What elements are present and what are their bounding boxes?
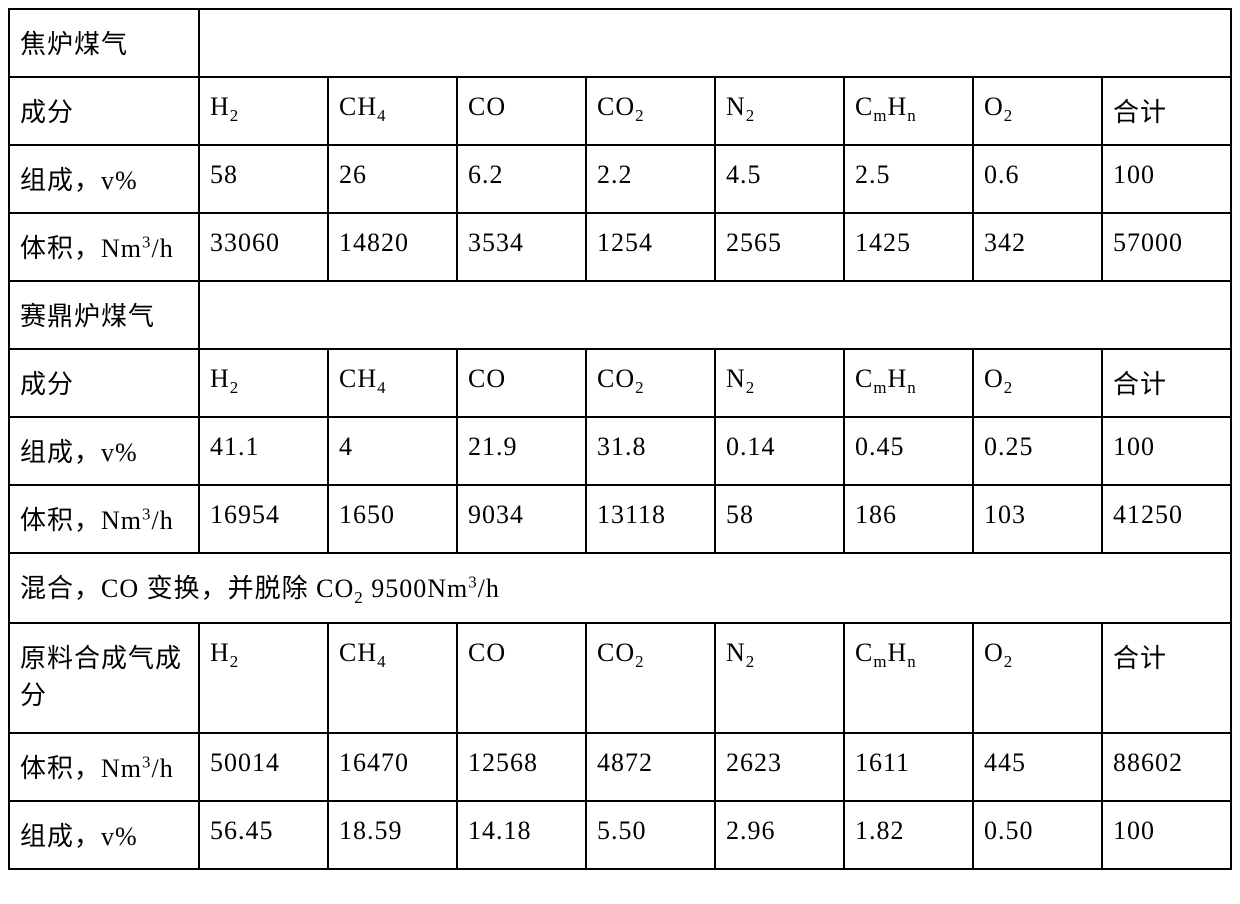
gas-composition-table: 焦炉煤气 成分 H2 CH4 CO CO2 N2 CmHn O2 合计 组成，v…	[8, 8, 1232, 870]
s1-comp-6: O2	[973, 77, 1102, 145]
s2-comp-3: CO2	[586, 349, 715, 417]
s2-comp-0: H2	[199, 349, 328, 417]
s3-r1-3: 4872	[586, 733, 715, 801]
s3-r2-1: 18.59	[328, 801, 457, 869]
s3-comp-6: O2	[973, 623, 1102, 733]
s1-r2-0: 33060	[199, 213, 328, 281]
s2-r1-0: 41.1	[199, 417, 328, 485]
s1-r1-5: 2.5	[844, 145, 973, 213]
s3-r2-4: 2.96	[715, 801, 844, 869]
s1-r2-1: 14820	[328, 213, 457, 281]
s2-header-label: 成分	[9, 349, 199, 417]
s2-r1-4: 0.14	[715, 417, 844, 485]
s1-r2-7: 57000	[1102, 213, 1231, 281]
section-1-title: 焦炉煤气	[9, 9, 199, 77]
s3-r2-5: 1.82	[844, 801, 973, 869]
s3-r2-2: 14.18	[457, 801, 586, 869]
s2-r2-5: 186	[844, 485, 973, 553]
s3-r1-0: 50014	[199, 733, 328, 801]
s3-comp-3: CO2	[586, 623, 715, 733]
s3-comp-0: H2	[199, 623, 328, 733]
s2-r2-0: 16954	[199, 485, 328, 553]
s1-row2-label: 体积，Nm3/h	[9, 213, 199, 281]
s1-comp-2: CO	[457, 77, 586, 145]
section-1-row2: 体积，Nm3/h 33060 14820 3534 1254 2565 1425…	[9, 213, 1231, 281]
s1-r1-0: 58	[199, 145, 328, 213]
s1-header-label: 成分	[9, 77, 199, 145]
s2-comp-7: 合计	[1102, 349, 1231, 417]
s3-comp-2: CO	[457, 623, 586, 733]
s3-r1-6: 445	[973, 733, 1102, 801]
s3-r2-3: 5.50	[586, 801, 715, 869]
s2-r1-5: 0.45	[844, 417, 973, 485]
s3-r2-0: 56.45	[199, 801, 328, 869]
section-1-header-row: 成分 H2 CH4 CO CO2 N2 CmHn O2 合计	[9, 77, 1231, 145]
s2-row2-label: 体积，Nm3/h	[9, 485, 199, 553]
section-2-header-row: 成分 H2 CH4 CO CO2 N2 CmHn O2 合计	[9, 349, 1231, 417]
section-2-row1: 组成，v% 41.1 4 21.9 31.8 0.14 0.45 0.25 10…	[9, 417, 1231, 485]
s1-r1-7: 100	[1102, 145, 1231, 213]
s1-comp-0: H2	[199, 77, 328, 145]
s1-comp-4: N2	[715, 77, 844, 145]
s2-r1-6: 0.25	[973, 417, 1102, 485]
section-2-title-row: 赛鼎炉煤气	[9, 281, 1231, 349]
s1-comp-7: 合计	[1102, 77, 1231, 145]
s3-row2-label: 组成，v%	[9, 801, 199, 869]
s1-r1-4: 4.5	[715, 145, 844, 213]
s2-r2-6: 103	[973, 485, 1102, 553]
section-2-blank	[199, 281, 1231, 349]
s1-r1-3: 2.2	[586, 145, 715, 213]
s1-r2-5: 1425	[844, 213, 973, 281]
s1-r1-2: 6.2	[457, 145, 586, 213]
s1-comp-5: CmHn	[844, 77, 973, 145]
section-3-row2: 组成，v% 56.45 18.59 14.18 5.50 2.96 1.82 0…	[9, 801, 1231, 869]
section-3-title: 混合，CO 变换，并脱除 CO2 9500Nm3/h	[9, 553, 1231, 623]
section-3-row1: 体积，Nm3/h 50014 16470 12568 4872 2623 161…	[9, 733, 1231, 801]
s3-row1-label: 体积，Nm3/h	[9, 733, 199, 801]
s3-r1-5: 1611	[844, 733, 973, 801]
s1-r2-3: 1254	[586, 213, 715, 281]
section-1-blank	[199, 9, 1231, 77]
s3-r2-6: 0.50	[973, 801, 1102, 869]
s2-r2-7: 41250	[1102, 485, 1231, 553]
s2-r2-3: 13118	[586, 485, 715, 553]
s3-comp-7: 合计	[1102, 623, 1231, 733]
s3-comp-4: N2	[715, 623, 844, 733]
s2-row1-label: 组成，v%	[9, 417, 199, 485]
s2-r1-1: 4	[328, 417, 457, 485]
s1-row1-label: 组成，v%	[9, 145, 199, 213]
s1-r1-1: 26	[328, 145, 457, 213]
section-3-title-row: 混合，CO 变换，并脱除 CO2 9500Nm3/h	[9, 553, 1231, 623]
section-2-title: 赛鼎炉煤气	[9, 281, 199, 349]
s3-r1-1: 16470	[328, 733, 457, 801]
s3-comp-1: CH4	[328, 623, 457, 733]
s1-r2-6: 342	[973, 213, 1102, 281]
s1-r1-6: 0.6	[973, 145, 1102, 213]
s2-r1-3: 31.8	[586, 417, 715, 485]
section-3-header-row: 原料合成气成分 H2 CH4 CO CO2 N2 CmHn O2 合计	[9, 623, 1231, 733]
s1-r2-4: 2565	[715, 213, 844, 281]
s2-comp-2: CO	[457, 349, 586, 417]
s2-r2-1: 1650	[328, 485, 457, 553]
s2-r2-4: 58	[715, 485, 844, 553]
s2-comp-6: O2	[973, 349, 1102, 417]
s2-r1-2: 21.9	[457, 417, 586, 485]
section-2-row2: 体积，Nm3/h 16954 1650 9034 13118 58 186 10…	[9, 485, 1231, 553]
s3-r2-7: 100	[1102, 801, 1231, 869]
s3-comp-5: CmHn	[844, 623, 973, 733]
s2-r2-2: 9034	[457, 485, 586, 553]
s1-comp-3: CO2	[586, 77, 715, 145]
section-1-title-row: 焦炉煤气	[9, 9, 1231, 77]
s3-r1-4: 2623	[715, 733, 844, 801]
s1-r2-2: 3534	[457, 213, 586, 281]
s2-comp-5: CmHn	[844, 349, 973, 417]
s1-comp-1: CH4	[328, 77, 457, 145]
s3-header-label: 原料合成气成分	[9, 623, 199, 733]
s3-r1-7: 88602	[1102, 733, 1231, 801]
s3-r1-2: 12568	[457, 733, 586, 801]
s2-comp-4: N2	[715, 349, 844, 417]
section-1-row1: 组成，v% 58 26 6.2 2.2 4.5 2.5 0.6 100	[9, 145, 1231, 213]
s2-r1-7: 100	[1102, 417, 1231, 485]
s2-comp-1: CH4	[328, 349, 457, 417]
